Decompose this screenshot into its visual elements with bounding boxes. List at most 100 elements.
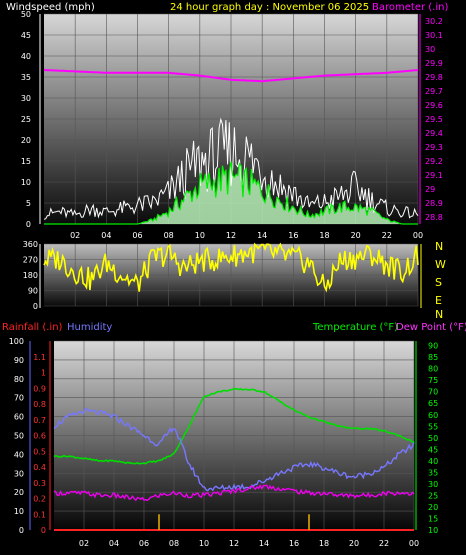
humidity-legend: Humidity [67, 322, 112, 333]
temperature-legend: Temperature (°F) [312, 322, 398, 333]
temp-x-tick: 12 [229, 539, 239, 548]
temperature-y-tick: 70 [428, 388, 438, 397]
rain-y-tick: 0.4 [33, 463, 46, 472]
humidity-y-tick: 10 [14, 507, 24, 516]
temperature-y-tick-labels: 10 15 20 25 30 35 40 45 50 55 60 65 70 75 80 85 90 [428, 342, 438, 535]
temperature-y-tick: 35 [428, 468, 438, 477]
temperature-y-tick: 25 [428, 491, 438, 500]
rain-y-tick: 0.7 [33, 416, 46, 425]
temp-grid [54, 340, 415, 531]
barometer-y-tick: 30 [425, 45, 435, 54]
wind-y-tick-labels: 0 5 10 15 20 25 30 35 40 45 50 [21, 10, 31, 229]
barometer-y-tick: 29.6 [425, 101, 443, 110]
wind-direction-line [43, 242, 419, 293]
humidity-y-tick: 20 [14, 488, 24, 497]
humidity-y-tick: 60 [14, 413, 24, 422]
wind-grid [44, 13, 419, 225]
temp-x-tick: 02 [79, 539, 89, 548]
humidity-y-tick-labels: 0 10 20 30 40 50 60 70 80 90 100 [9, 337, 24, 535]
direction-y-tick: 270 [23, 256, 38, 265]
temp-x-tick: 04 [109, 539, 119, 548]
barometer-y-tick: 29.1 [425, 171, 443, 180]
temp-x-tick-labels: 02 04 06 08 10 12 14 16 18 20 22 00 [79, 539, 419, 548]
barometer-y-tick: 30.1 [425, 31, 443, 40]
compass-label: S [435, 276, 442, 289]
temperature-y-tick: 85 [428, 353, 438, 362]
barometer-y-tick: 29.3 [425, 143, 443, 152]
temp-x-tick: 08 [169, 539, 179, 548]
direction-y-tick: 0 [33, 302, 38, 311]
wind-y-tick: 5 [26, 199, 31, 208]
compass-label: N [435, 240, 443, 253]
humidity-y-tick: 70 [14, 394, 24, 403]
temp-x-tick: 20 [349, 539, 359, 548]
wind-y-tick: 50 [21, 10, 31, 19]
graph-title: 24 hour graph day : November 06 2025 [170, 2, 369, 13]
wind-y-tick: 30 [21, 94, 31, 103]
wind-x-tick: 08 [164, 231, 174, 240]
rain-y-tick-labels: 0 0.1 0.2 0.3 0.4 0.5 0.6 0.7 0.8 0.9 1 1.1 [33, 353, 46, 535]
temperature-y-tick: 45 [428, 445, 438, 454]
compass-label: W [435, 258, 446, 271]
wind-x-tick: 22 [382, 231, 392, 240]
temperature-y-tick: 65 [428, 399, 438, 408]
barometer-y-tick: 29 [425, 185, 435, 194]
wind-x-tick: 06 [132, 231, 142, 240]
humidity-y-tick: 80 [14, 375, 24, 384]
temp-x-tick: 06 [139, 539, 149, 548]
wind-axis-title: Windspeed (mph) [6, 2, 95, 13]
temp-x-tick: 00 [409, 539, 419, 548]
wind-series [43, 69, 419, 225]
barometer-y-tick: 29.4 [425, 129, 443, 138]
temperature-line [53, 387, 415, 465]
direction-y-tick: 360 [23, 240, 38, 249]
wind-x-tick: 18 [319, 231, 329, 240]
compass-label: E [435, 294, 442, 307]
temperature-y-tick: 20 [428, 503, 438, 512]
rain-y-tick: 1.1 [33, 353, 46, 362]
temperature-y-tick: 30 [428, 480, 438, 489]
rain-y-tick: 0.9 [33, 384, 46, 393]
temp-x-tick: 22 [379, 539, 389, 548]
wind-y-tick: 15 [21, 157, 31, 166]
barometer-y-tick: 28.8 [425, 213, 443, 222]
wind-x-tick: 20 [351, 231, 361, 240]
wind-x-tick: 02 [70, 231, 80, 240]
humidity-y-tick: 40 [14, 450, 24, 459]
wind-y-tick: 10 [21, 178, 31, 187]
wind-x-tick: 00 [413, 231, 423, 240]
wind-y-tick: 0 [26, 220, 31, 229]
wind-average-fill [44, 161, 418, 224]
barometer-y-tick-labels: 28.8 28.9 29 29.1 29.2 29.3 29.4 29.5 29.6 29.7 29… [425, 17, 443, 222]
wind-average-line [44, 161, 418, 225]
wind-x-tick: 14 [257, 231, 267, 240]
barometer-axis-title: Barometer (.in) [372, 2, 448, 13]
barometer-y-tick: 29.7 [425, 87, 443, 96]
wind-x-tick: 12 [226, 231, 236, 240]
temperature-y-tick: 40 [428, 457, 438, 466]
wind-gust-line [43, 117, 419, 220]
temp-series [53, 387, 415, 531]
rain-y-tick: 0.3 [33, 479, 46, 488]
rain-y-tick: 0.5 [33, 447, 46, 456]
temperature-y-tick: 50 [428, 434, 438, 443]
rain-y-tick: 1 [41, 369, 46, 378]
direction-y-tick-labels: 0 90 180 270 360 [23, 240, 38, 311]
rain-y-tick: 0.1 [33, 510, 46, 519]
barometer-y-tick: 29.9 [425, 59, 443, 68]
temperature-y-tick: 55 [428, 422, 438, 431]
barometer-line [43, 69, 419, 83]
temperature-y-tick: 10 [428, 526, 438, 535]
rain-y-tick: 0.6 [33, 432, 46, 441]
wind-y-tick: 35 [21, 73, 31, 82]
wind-x-tick: 10 [195, 231, 205, 240]
humidity-line [53, 408, 415, 492]
barometer-y-tick: 30.2 [425, 17, 443, 26]
barometer-y-tick: 29.8 [425, 73, 443, 82]
temperature-y-tick: 60 [428, 411, 438, 420]
temp-x-tick: 18 [319, 539, 329, 548]
wind-y-tick: 25 [21, 115, 31, 124]
wind-x-tick: 04 [101, 231, 111, 240]
